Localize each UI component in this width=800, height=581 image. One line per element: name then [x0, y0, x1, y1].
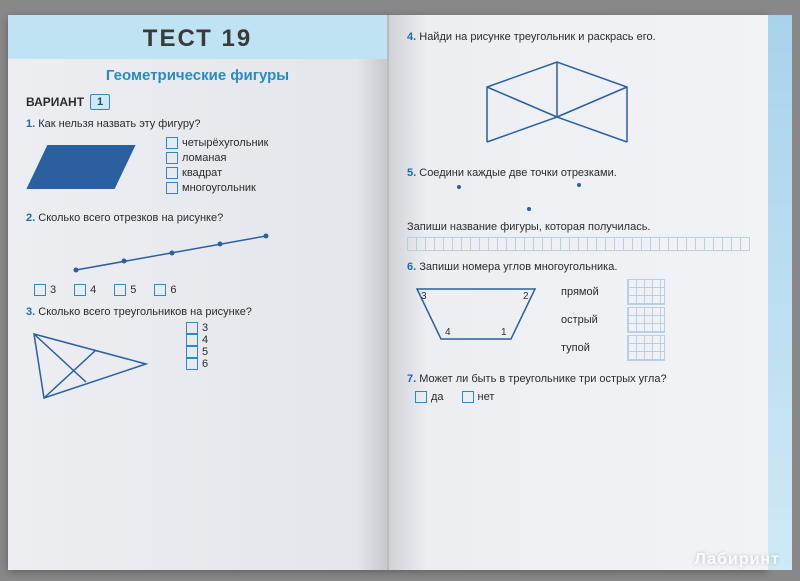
q4-num: 4. — [407, 31, 416, 43]
svg-text:4: 4 — [445, 327, 451, 338]
variant-label: ВАРИАНТ — [26, 95, 84, 109]
q3-opt-2[interactable]: 5 — [186, 346, 208, 358]
q7-num: 7. — [407, 373, 416, 385]
q4-text: Найди на рисунке треугольник и раскрась … — [419, 31, 655, 43]
section-title: Геометрические фигуры — [26, 67, 369, 84]
page-right: 4. Найди на рисунке треугольник и раскра… — [389, 15, 768, 570]
q2-text: Сколько всего отрезков на рисунке? — [38, 212, 223, 224]
svg-text:2: 2 — [523, 291, 529, 302]
q2-opt-2[interactable]: 5 — [114, 284, 136, 296]
q7-opt-0[interactable]: да — [415, 391, 444, 403]
q3-figure — [26, 326, 156, 406]
header-tab: ТЕСТ 19 — [8, 15, 387, 59]
question-1: 1. Как нельзя назвать эту фигуру? четырё… — [26, 118, 369, 202]
variant-badge: 1 — [90, 94, 110, 110]
q7-text: Может ли быть в треугольнике три острых … — [419, 373, 666, 385]
q6-kind-2: тупой — [561, 342, 621, 354]
q6-ans-0[interactable] — [627, 279, 665, 305]
q5-subtext: Запиши название фигуры, которая получила… — [407, 221, 750, 233]
q1-opt-1[interactable]: ломаная — [166, 152, 269, 164]
q3-text: Сколько всего треугольников на рисунке? — [38, 306, 252, 318]
page-edge-strip — [768, 15, 792, 570]
q2-opt-3[interactable]: 6 — [154, 284, 176, 296]
page-left: ТЕСТ 19 Геометрические фигуры ВАРИАНТ 1 … — [8, 15, 389, 570]
q1-text: Как нельзя назвать эту фигуру? — [38, 118, 200, 130]
svg-text:3: 3 — [421, 291, 427, 302]
q6-angle-list: прямой острый тупой — [561, 277, 665, 363]
q1-num: 1. — [26, 118, 35, 130]
q6-kind-0: прямой — [561, 286, 621, 298]
q5-text: Соедини каждые две точки отрезками. — [419, 167, 617, 179]
test-title: ТЕСТ 19 — [8, 25, 387, 53]
q2-opt-0[interactable]: 3 — [34, 284, 56, 296]
question-6: 6. Запиши номера углов многоугольника. 3… — [407, 261, 750, 363]
q2-figure — [66, 228, 369, 278]
q1-opt-2[interactable]: квадрат — [166, 167, 269, 179]
question-5: 5. Соедини каждые две точки отрезками. З… — [407, 167, 750, 251]
q6-num: 6. — [407, 261, 416, 273]
q3-opt-0[interactable]: 3 — [186, 322, 208, 334]
q6-figure: 3 2 4 1 — [407, 281, 547, 351]
q6-ans-2[interactable] — [627, 335, 665, 361]
q1-figure — [26, 138, 146, 198]
q6-ans-1[interactable] — [627, 307, 665, 333]
q6-kind-1: острый — [561, 314, 621, 326]
q5-answer-line[interactable] — [407, 237, 750, 251]
q7-opt-1[interactable]: нет — [462, 391, 495, 403]
question-7: 7. Может ли быть в треугольнике три остр… — [407, 373, 750, 403]
q1-opt-0[interactable]: четырёхугольник — [166, 137, 269, 149]
q5-num: 5. — [407, 167, 416, 179]
q5-dots[interactable] — [407, 179, 750, 219]
watermark: Лабиринт — [695, 551, 780, 569]
question-3: 3. Сколько всего треугольников на рисунк… — [26, 306, 369, 410]
q3-opt-1[interactable]: 4 — [186, 334, 208, 346]
q2-num: 2. — [26, 212, 35, 224]
book-spread: ТЕСТ 19 Геометрические фигуры ВАРИАНТ 1 … — [8, 15, 768, 570]
question-2: 2. Сколько всего отрезков на рисунке? 3 … — [26, 212, 369, 296]
svg-text:1: 1 — [501, 327, 507, 338]
variant-row: ВАРИАНТ 1 — [26, 94, 369, 110]
q1-opt-3[interactable]: многоугольник — [166, 182, 269, 194]
q3-num: 3. — [26, 306, 35, 318]
q4-figure — [457, 47, 750, 157]
q6-text: Запиши номера углов многоугольника. — [419, 261, 617, 273]
q3-opt-3[interactable]: 6 — [186, 358, 208, 370]
q2-opt-1[interactable]: 4 — [74, 284, 96, 296]
question-4: 4. Найди на рисунке треугольник и раскра… — [407, 31, 750, 157]
